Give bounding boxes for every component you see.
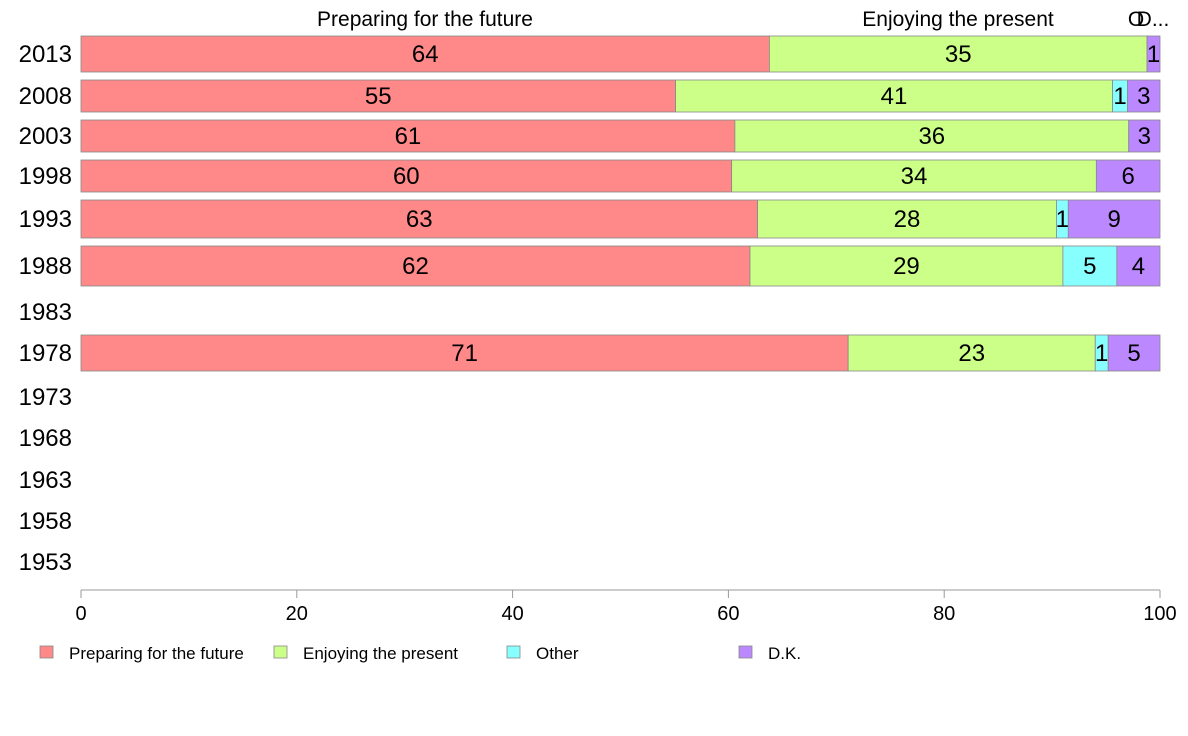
top-label-dk: D...	[1137, 8, 1170, 31]
bar-1988-series-3	[1116, 245, 1161, 287]
legend-label-3: D.K.	[768, 644, 801, 663]
bar-1998-series-3	[1095, 159, 1161, 193]
bar-1993-series-3	[1067, 199, 1161, 239]
x-tick-label-60: 60	[717, 603, 739, 625]
legend: Preparing for the future Enjoying the pre…	[39, 644, 801, 663]
top-label-other: O	[1128, 8, 1144, 31]
top-label-preparing: Preparing for the future	[317, 8, 533, 31]
bar-1993-series-0	[80, 199, 758, 239]
top-label-enjoying: Enjoying the present	[862, 8, 1054, 31]
bar-2003-series-3	[1128, 119, 1161, 153]
bar-label-2013-series-1: 35	[945, 41, 972, 68]
bar-label-1978-series-1: 23	[958, 340, 985, 367]
year-label-1998: 1998	[19, 163, 72, 190]
year-label-1958: 1958	[19, 508, 72, 535]
bar-label-2013-series-3: 1	[1147, 41, 1160, 68]
legend-label-0: Preparing for the future	[69, 644, 244, 663]
legend-swatch-3	[738, 645, 753, 659]
year-label-2013: 2013	[19, 41, 72, 68]
bar-label-2008-series-0: 55	[365, 83, 392, 110]
bar-label-1993-series-3: 9	[1107, 206, 1120, 233]
bar-1978-series-3	[1107, 334, 1161, 372]
year-label-1978: 1978	[19, 340, 72, 367]
bar-2013-series-1	[769, 35, 1148, 73]
year-label-1963: 1963	[19, 467, 72, 494]
bar-1988-series-0	[80, 245, 751, 287]
bar-1998-series-1	[731, 159, 1097, 193]
bar-1988-series-2	[1062, 245, 1118, 287]
legend-label-2: Other	[536, 644, 579, 663]
legend-label-1: Enjoying the present	[303, 644, 458, 663]
bar-label-1998-series-1: 34	[901, 163, 928, 190]
x-tick-label-0: 0	[75, 603, 86, 625]
bar-1978-series-0	[80, 334, 849, 372]
year-labels: 2013 2008 2003 1998 1993 1988 1983 1978 1973 1968…	[19, 41, 72, 576]
year-label-1993: 1993	[19, 206, 72, 233]
bar-label-2008-series-2: 1	[1113, 83, 1126, 110]
bar-label-1988-series-3: 4	[1132, 253, 1145, 280]
bar-label-1998-series-0: 60	[393, 163, 420, 190]
bar-1978-series-1	[847, 334, 1096, 372]
x-tick-label-80: 80	[933, 603, 955, 625]
bar-label-2008-series-3: 3	[1137, 83, 1150, 110]
bar-label-1993-series-0: 63	[406, 206, 433, 233]
top-labels: Preparing for the future Enjoying the pr…	[317, 8, 1169, 31]
year-label-1953: 1953	[19, 549, 72, 576]
bar-2008-series-1	[675, 79, 1113, 113]
legend-swatch-0	[39, 645, 54, 659]
bar-1988-series-1	[749, 245, 1064, 287]
year-label-1988: 1988	[19, 253, 72, 280]
bars	[80, 35, 1161, 372]
year-label-2003: 2003	[19, 123, 72, 150]
bar-label-2003-series-3: 3	[1138, 123, 1151, 150]
year-label-1973: 1973	[19, 384, 72, 411]
bar-2003-series-0	[80, 119, 736, 153]
bar-label-2013-series-0: 64	[412, 41, 439, 68]
year-label-2008: 2008	[19, 83, 72, 110]
x-tick-label-100: 100	[1143, 603, 1176, 625]
bar-label-2003-series-0: 61	[395, 123, 422, 150]
bar-label-1988-series-0: 62	[402, 253, 429, 280]
year-label-1983: 1983	[19, 299, 72, 326]
bar-2008-series-3	[1127, 79, 1161, 113]
bar-2003-series-1	[734, 119, 1130, 153]
bar-label-2003-series-1: 36	[918, 123, 945, 150]
bar-label-1978-series-2: 1	[1095, 340, 1108, 367]
bar-label-1978-series-0: 71	[451, 340, 478, 367]
x-tick-label-20: 20	[286, 603, 308, 625]
bar-1993-series-1	[757, 199, 1057, 239]
bar-label-1978-series-3: 5	[1127, 340, 1140, 367]
legend-swatch-1	[273, 645, 288, 659]
legend-swatch-2	[506, 645, 521, 659]
bar-labels: 64 35 155 41 1 361 36 360 34 663 28 1 962 29 5 471 23 1 5	[365, 41, 1160, 367]
year-label-1968: 1968	[19, 425, 72, 452]
bar-2008-series-0	[80, 79, 676, 113]
bar-label-1998-series-3: 6	[1121, 163, 1134, 190]
bar-label-1993-series-1: 28	[894, 206, 921, 233]
bar-2013-series-3	[1146, 35, 1161, 73]
bar-label-1993-series-2: 1	[1056, 206, 1069, 233]
x-tick-label-40: 40	[501, 603, 523, 625]
bar-label-2008-series-1: 41	[881, 83, 908, 110]
bar-label-1988-series-1: 29	[893, 253, 920, 280]
bar-label-1988-series-2: 5	[1083, 253, 1096, 280]
x-axis: 0 20 40 60 80 100	[75, 589, 1177, 625]
